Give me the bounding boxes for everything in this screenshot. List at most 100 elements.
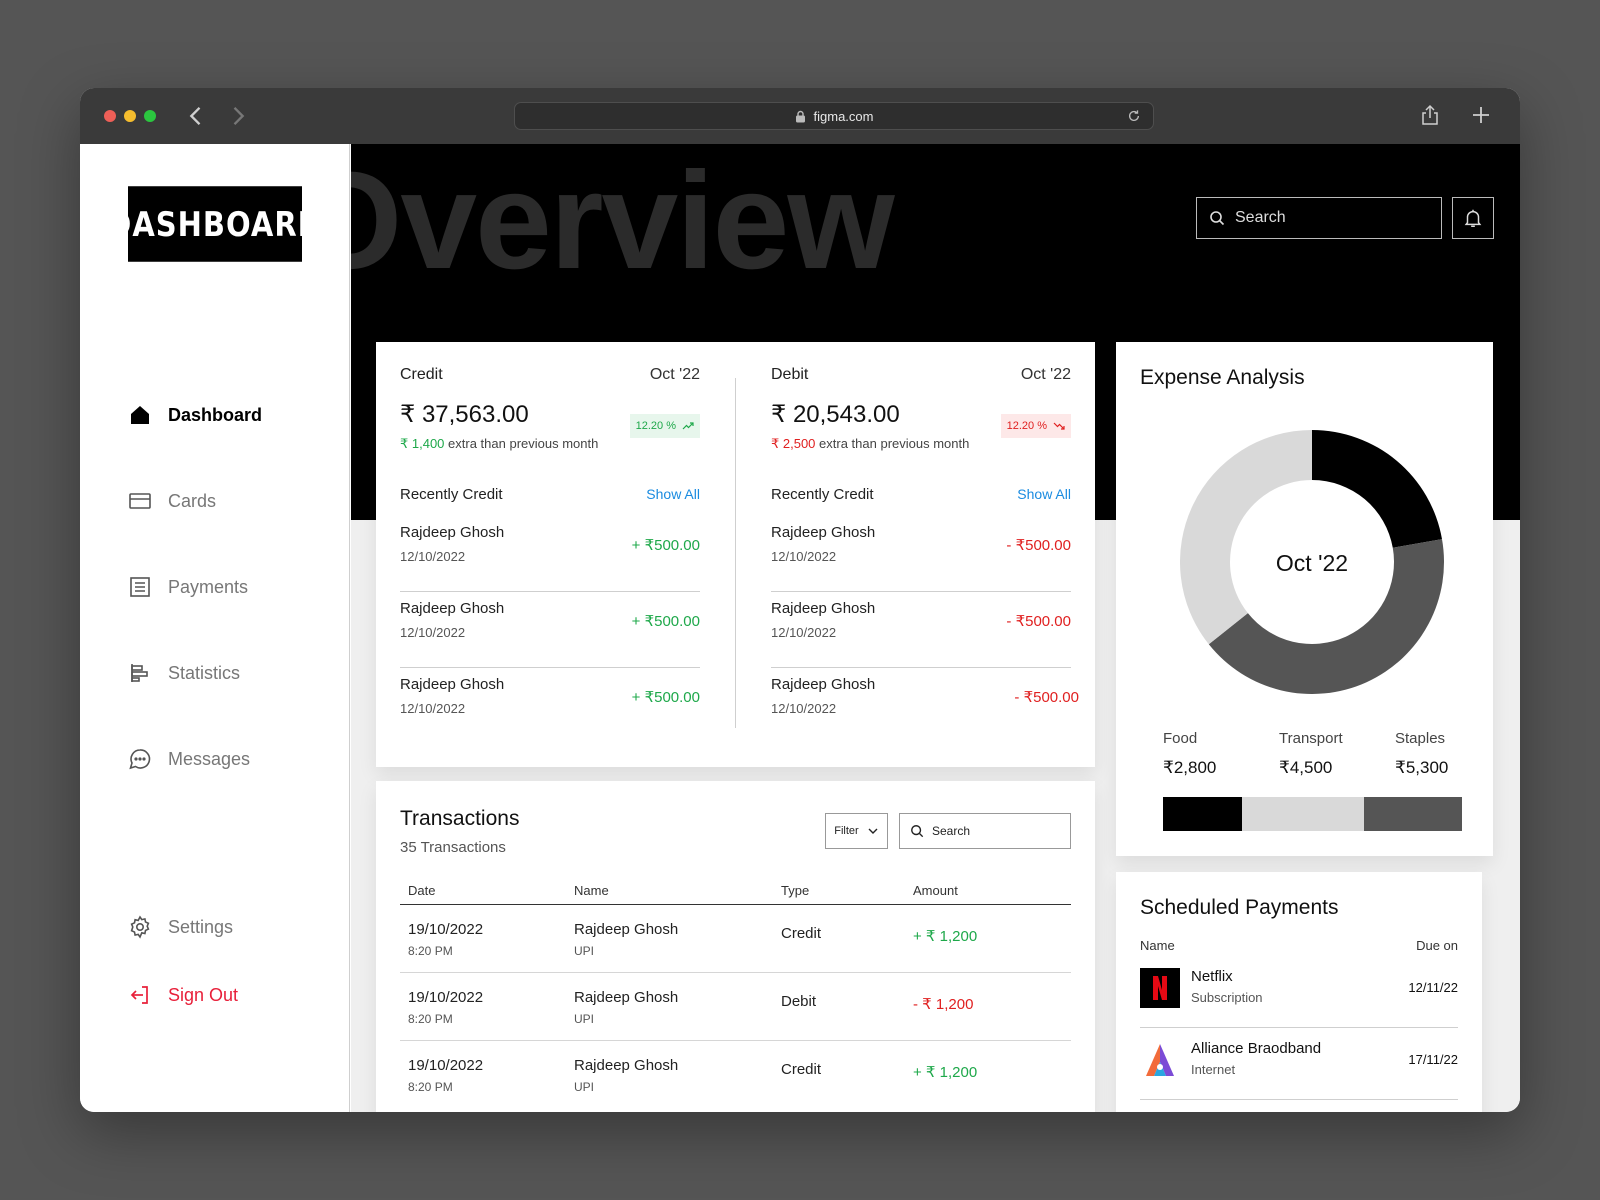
row-amount: + ₹500.00 [631, 689, 700, 706]
table-row[interactable]: 19/10/2022 8:20 PM Rajdeep Ghosh UPI Deb… [400, 973, 1071, 1041]
row-name: Rajdeep Ghosh [400, 600, 505, 617]
list-item[interactable]: Rajdeep Ghosh 12/10/2022 - ₹500.00 [771, 592, 1071, 668]
expense-stacked-bar [1163, 797, 1462, 831]
legend-label-staples: Staples [1395, 730, 1446, 747]
legend-label-food: Food [1163, 730, 1198, 747]
sidebar-item-label: Cards [168, 490, 217, 511]
message-icon [129, 749, 151, 770]
table-row[interactable]: 19/10/2022 8:20 PM Rajdeep Ghosh UPI Cre… [400, 905, 1071, 973]
row-date: 12/10/2022 [771, 701, 837, 716]
expense-donut-chart: Oct '22 [1180, 430, 1444, 694]
maximize-window-button[interactable] [144, 110, 156, 122]
scheduled-title: Scheduled Payments [1140, 896, 1339, 919]
cell-time: 8:20 PM [408, 1080, 453, 1094]
cell-date: 19/10/2022 [408, 1057, 484, 1074]
list-item[interactable]: Rajdeep Ghosh 12/10/2022 - ₹500.00 [771, 668, 1079, 744]
sidebar-item-cards[interactable]: Cards [128, 486, 216, 516]
sidebar-item-signout[interactable]: Sign Out [128, 980, 238, 1010]
search-placeholder: Search [932, 824, 971, 838]
minimize-window-button[interactable] [124, 110, 136, 122]
sidebar-item-settings[interactable]: Settings [128, 912, 233, 942]
debit-label: Debit [771, 366, 809, 383]
cell-type: Credit [781, 1061, 822, 1078]
bar-segment-food [1163, 797, 1242, 831]
row-date: 12/10/2022 [771, 549, 837, 564]
cell-time: 8:20 PM [408, 944, 453, 958]
filter-dropdown[interactable]: Filter [825, 813, 888, 849]
table-header: Date Name Type Amount [400, 877, 1071, 905]
credit-note: ₹ 1,400 extra than previous month [400, 436, 598, 452]
column-header-name: Name [574, 883, 609, 898]
list-item[interactable]: Netflix Subscription 12/11/22 [1140, 956, 1458, 1028]
legend-value-transport: ₹4,500 [1279, 758, 1333, 777]
row-date: 12/10/2022 [400, 701, 466, 716]
receipt-icon [130, 577, 150, 597]
scheduled-payments-card: Scheduled Payments Name Due on Netflix S… [1116, 872, 1482, 1112]
list-item[interactable]: Rajdeep Ghosh 12/10/2022 + ₹500.00 [400, 516, 700, 592]
new-tab-icon[interactable] [1470, 104, 1492, 126]
notifications-button[interactable] [1452, 197, 1494, 239]
close-window-button[interactable] [104, 110, 116, 122]
sidebar-item-label: Statistics [168, 662, 241, 683]
row-amount: + ₹500.00 [631, 613, 700, 630]
row-amount: - ₹500.00 [1014, 689, 1079, 706]
cell-amount: + ₹ 1,200 [913, 1064, 978, 1081]
forward-arrow-icon[interactable] [224, 102, 252, 130]
sidebar-item-label: Sign Out [168, 984, 239, 1005]
table-row[interactable]: 19/10/2022 8:20 PM Rajdeep Ghosh UPI Cre… [400, 1041, 1071, 1109]
trend-up-icon [682, 422, 694, 430]
main-content: Overview Search Credit Oct '22 ₹ 37,563.… [351, 144, 1520, 1112]
back-arrow-icon[interactable] [182, 102, 210, 130]
list-item[interactable]: Rajdeep Ghosh 12/10/2022 + ₹500.00 [400, 668, 700, 744]
donut-slice-transport [1180, 430, 1312, 645]
share-icon[interactable] [1420, 104, 1440, 126]
expense-analysis-card: Expense Analysis Oct '22 Food Transport … [1116, 342, 1493, 856]
payment-name: Netflix [1191, 968, 1233, 985]
debit-change-badge: 12.20 % [1000, 414, 1071, 438]
sidebar-item-messages[interactable]: Messages [128, 744, 250, 774]
debit-note-value: ₹ 2,500 [771, 436, 816, 451]
payment-due-date: 17/11/22 [1408, 1052, 1458, 1067]
row-name: Rajdeep Ghosh [771, 524, 876, 541]
payment-category: Internet [1191, 1062, 1236, 1077]
transactions-search-input[interactable]: Search [899, 813, 1071, 849]
cell-method: UPI [574, 944, 595, 958]
sidebar: DASHBOARD Dashboard Cards Payments Stati… [80, 144, 350, 1112]
cell-name: Rajdeep Ghosh [574, 989, 679, 1006]
row-name: Rajdeep Ghosh [400, 676, 505, 693]
cell-type: Debit [781, 993, 817, 1010]
sidebar-item-label: Messages [168, 748, 251, 769]
list-item[interactable]: Rajdeep Ghosh 12/10/2022 - ₹500.00 [771, 516, 1071, 592]
search-icon [1210, 211, 1225, 226]
search-placeholder: Search [1235, 209, 1286, 226]
sidebar-item-label: Dashboard [168, 404, 263, 425]
sidebar-item-dashboard[interactable]: Dashboard [128, 400, 262, 430]
column-header-name: Name [1140, 938, 1175, 953]
row-date: 12/10/2022 [400, 625, 466, 640]
sidebar-item-payments[interactable]: Payments [128, 572, 248, 602]
address-bar[interactable]: figma.com [514, 102, 1154, 130]
lock-icon [795, 110, 805, 122]
debit-badge-text: 12.20 % [1006, 420, 1047, 432]
cell-time: 8:20 PM [408, 1012, 453, 1026]
sidebar-item-statistics[interactable]: Statistics [128, 658, 240, 688]
page-title: Overview [351, 144, 895, 298]
credit-month: Oct '22 [649, 366, 700, 383]
url-text: figma.com [813, 108, 874, 124]
debit-show-all-link[interactable]: Show All [1017, 486, 1071, 502]
column-header-due: Due on [1416, 938, 1458, 953]
browser-window: figma.com DASHBOARD Dashboard Cards Paym… [80, 88, 1520, 1112]
list-item[interactable]: Rajdeep Ghosh 12/10/2022 + ₹500.00 [400, 592, 700, 668]
bar-segment-staples [1364, 797, 1462, 831]
home-icon [131, 406, 149, 424]
bell-icon [1464, 209, 1482, 227]
credit-show-all-link[interactable]: Show All [646, 486, 700, 502]
header-search-input[interactable]: Search [1196, 197, 1442, 239]
credit-panel: Credit Oct '22 ₹ 37,563.00 12.20 % ₹ 1,4… [400, 342, 700, 767]
list-item[interactable]: Alliance Braodband Internet 17/11/22 [1140, 1028, 1458, 1100]
cell-date: 19/10/2022 [408, 989, 484, 1006]
cell-method: UPI [574, 1012, 595, 1026]
reload-icon[interactable] [1127, 109, 1141, 123]
row-amount: - ₹500.00 [1006, 537, 1071, 554]
cell-name: Rajdeep Ghosh [574, 1057, 679, 1074]
